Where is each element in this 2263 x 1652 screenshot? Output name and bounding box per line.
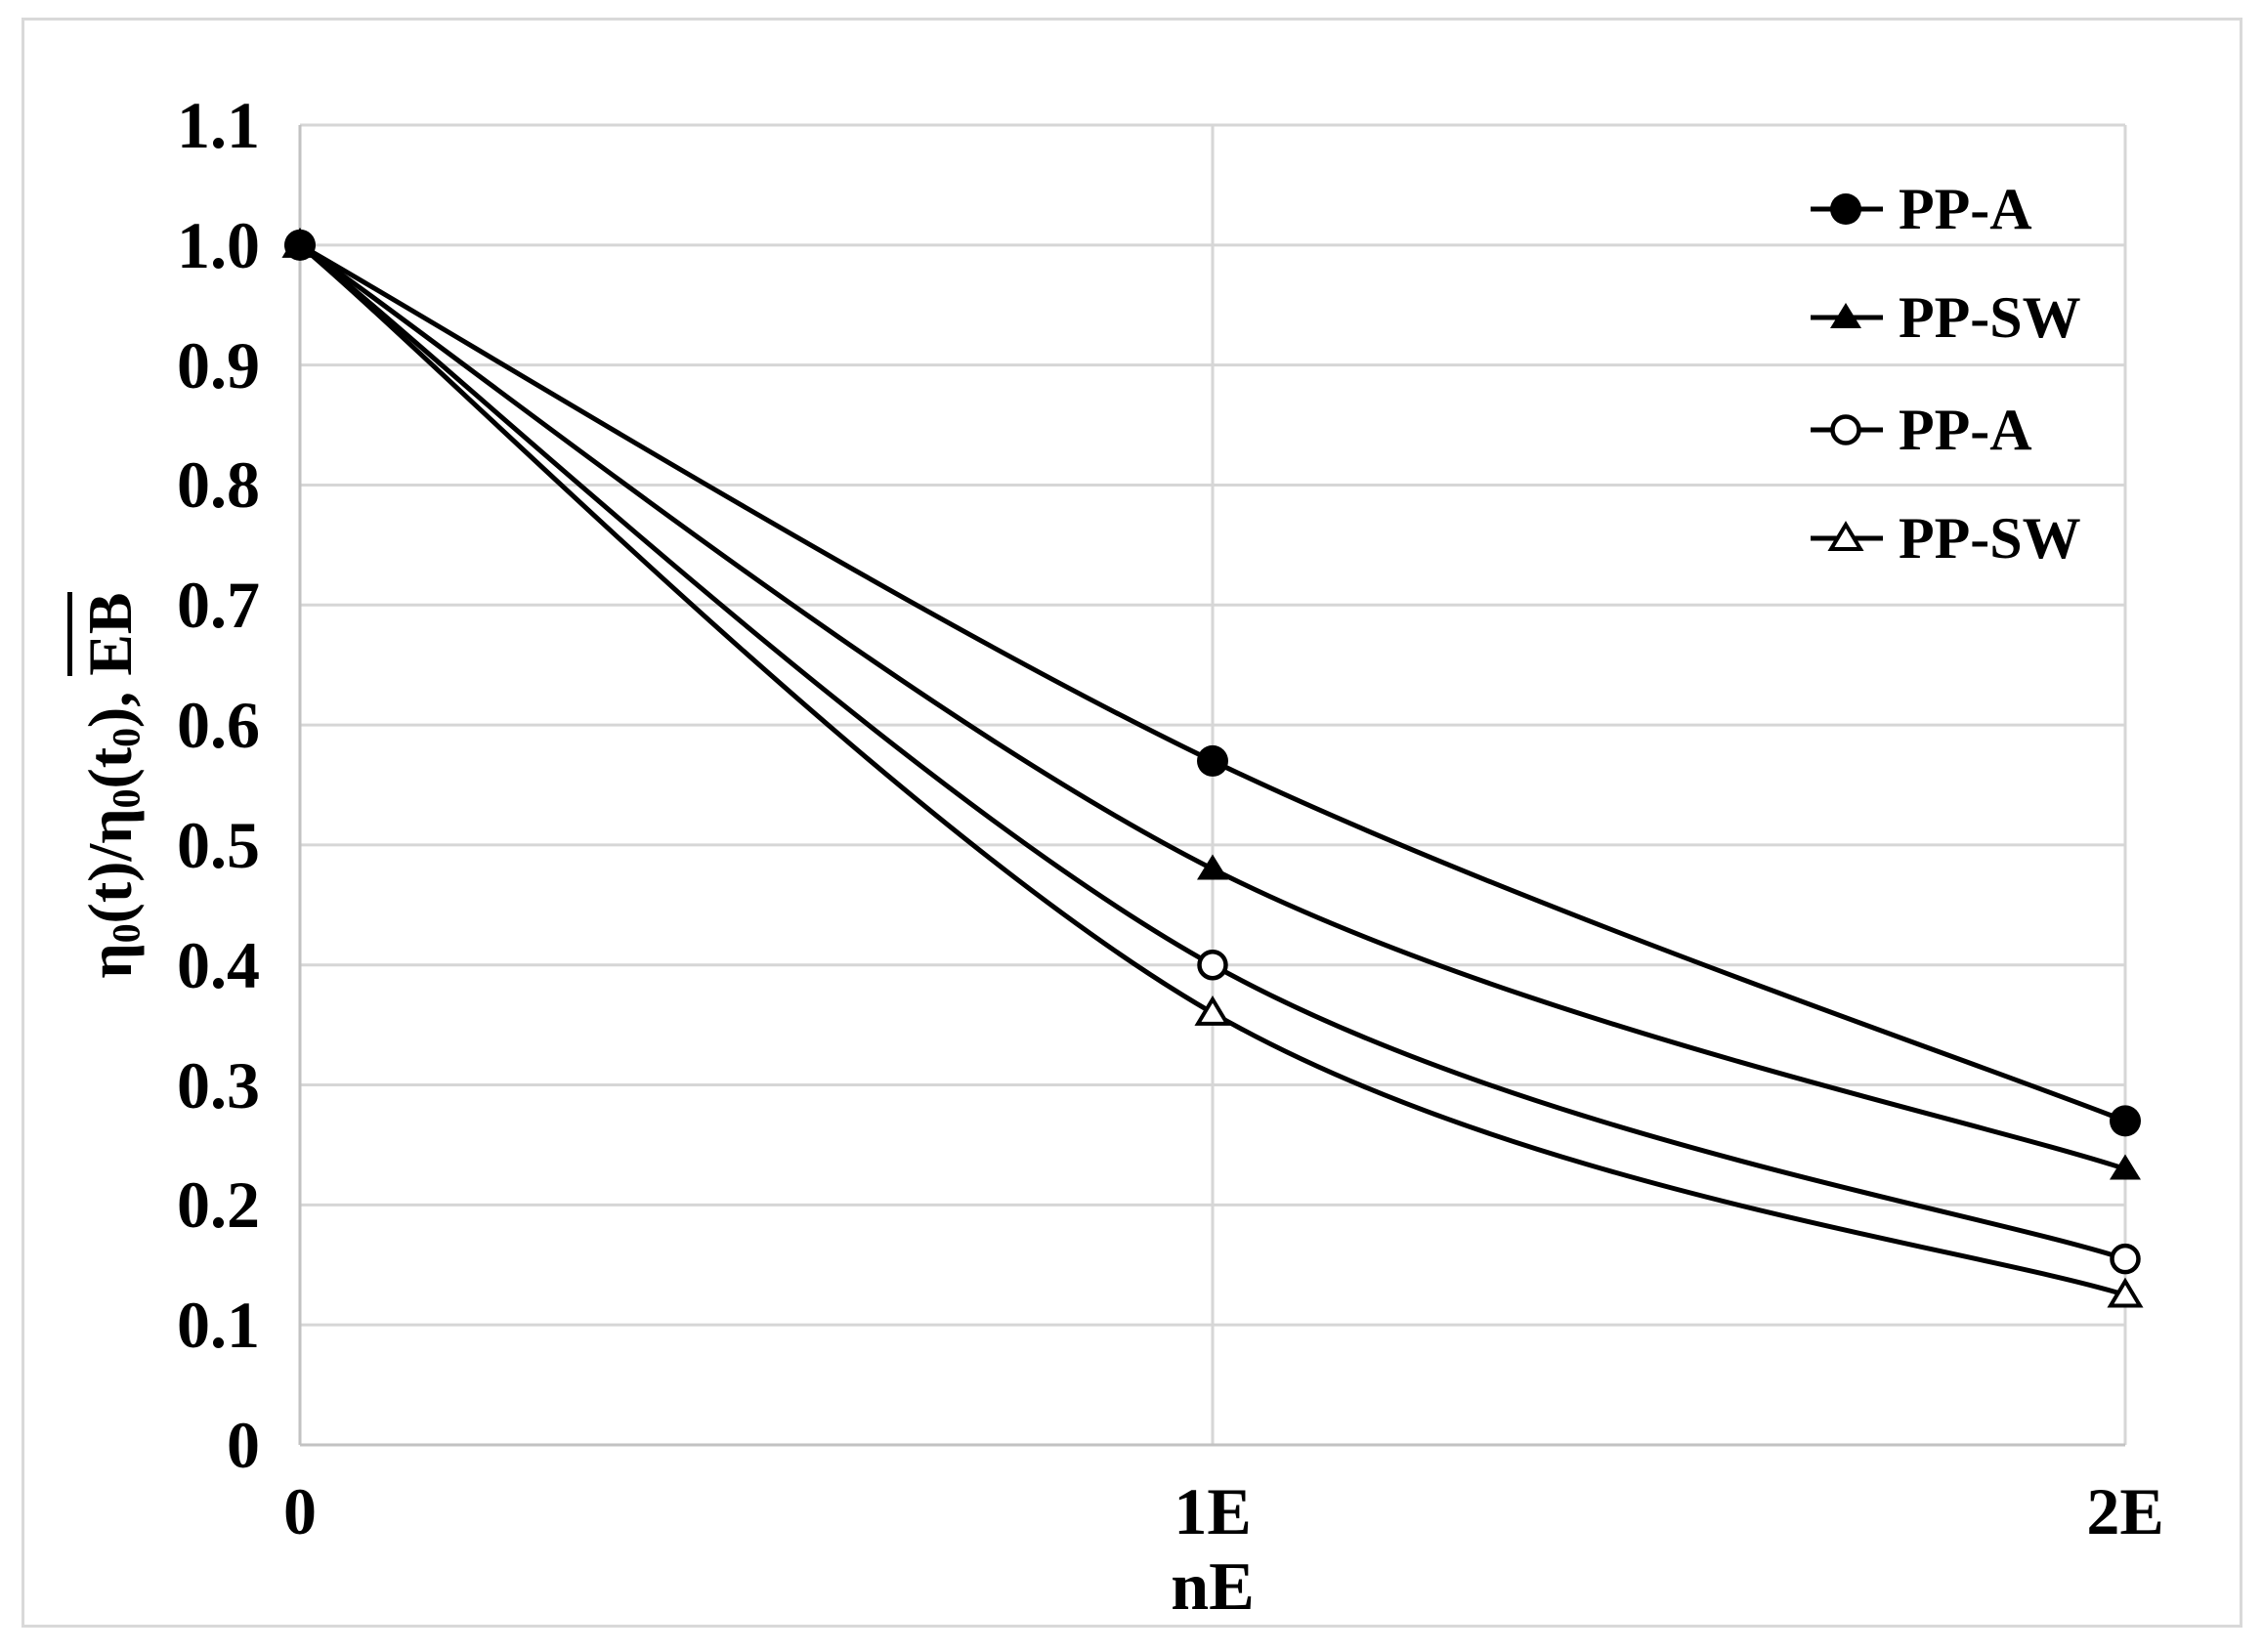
filled-circle-marker-icon bbox=[2110, 1105, 2141, 1137]
open-triangle-marker-icon bbox=[2107, 1277, 2144, 1308]
y-tick-label-1.1: 1.1 bbox=[177, 88, 260, 162]
y-title-segment: 0 bbox=[105, 727, 149, 747]
open-circle-marker-icon bbox=[2110, 1243, 2141, 1275]
y-axis-title: η0(t)/η0(t0), EB bbox=[67, 199, 153, 1372]
y-title-segment: ), bbox=[75, 675, 145, 728]
open-circle-marker-icon bbox=[1830, 414, 1861, 445]
y-tick-label-0.3: 0.3 bbox=[177, 1047, 260, 1123]
filled-triangle-marker-icon bbox=[1197, 854, 1228, 880]
filled-triangle-marker-icon bbox=[2110, 1154, 2141, 1180]
filled-circle-marker-icon bbox=[1830, 193, 1861, 225]
gridlines bbox=[298, 123, 2127, 1447]
legend-item-pp-a-filled-circle: PP-A bbox=[1811, 178, 2032, 240]
x-tick-label-1E: 1E bbox=[1174, 1474, 1252, 1548]
legend-label: PP-SW bbox=[1899, 506, 2081, 571]
legend-label: PP-A bbox=[1899, 398, 2032, 462]
series-line-pp-a-open-circle bbox=[298, 242, 2126, 1262]
open-triangle-marker-icon bbox=[1827, 521, 1864, 551]
legend-item-pp-a-open-circle: PP-A bbox=[1811, 399, 2032, 461]
y-tick-label-0.9: 0.9 bbox=[177, 327, 260, 402]
y-tick-label-0.7: 0.7 bbox=[177, 568, 260, 643]
x-tick-label-0: 0 bbox=[283, 1474, 317, 1548]
y-title-segment: (t)/η bbox=[75, 807, 145, 923]
open-triangle-marker-icon bbox=[1194, 995, 1231, 1026]
legend-item-pp-sw-open-triangle: PP-SW bbox=[1811, 507, 2081, 570]
filled-circle-marker-icon bbox=[1197, 744, 1228, 777]
y-title-segment: η bbox=[75, 942, 145, 979]
series-line-pp-sw-open-triangle bbox=[298, 242, 2126, 1297]
open-circle-marker-icon bbox=[1197, 949, 1228, 981]
chart-figure: 1.1 1.0 0.9 0.8 0.7 0.6 0.5 0.4 0.3 0.2 0.1 0 0 1E 2E… bbox=[21, 18, 2242, 1628]
x-axis-title: nE bbox=[1171, 1549, 1255, 1625]
legend-sample-line bbox=[1811, 414, 1883, 445]
y-tick-label-0.6: 0.6 bbox=[177, 688, 260, 763]
plot-area bbox=[281, 123, 2144, 1447]
legend-sample-line bbox=[1811, 193, 1883, 225]
series-markers bbox=[281, 227, 2144, 1308]
legend-sample-line bbox=[1811, 303, 1883, 328]
y-tick-label-0.4: 0.4 bbox=[177, 927, 260, 1002]
filled-circle-marker-icon bbox=[284, 229, 316, 261]
legend-item-pp-sw-filled-triangle: PP-SW bbox=[1811, 286, 2081, 349]
x-tick-label-2E: 2E bbox=[2086, 1474, 2164, 1548]
y-title-overline-segment: EB bbox=[67, 591, 145, 676]
y-tick-label-0.2: 0.2 bbox=[177, 1167, 260, 1243]
legend-label: PP-SW bbox=[1899, 285, 2081, 350]
y-tick-label-1.0: 1.0 bbox=[177, 207, 260, 282]
filled-triangle-marker-icon bbox=[1830, 303, 1861, 328]
y-tick-label-0.8: 0.8 bbox=[177, 447, 260, 523]
legend-label: PP-A bbox=[1899, 177, 2032, 241]
y-tick-label-0: 0 bbox=[227, 1408, 260, 1482]
y-title-segment: 0 bbox=[105, 922, 149, 943]
y-tick-label-0.5: 0.5 bbox=[177, 807, 260, 882]
y-tick-label-0.1: 0.1 bbox=[177, 1288, 260, 1363]
legend-sample-line bbox=[1811, 521, 1883, 551]
y-title-segment: (t bbox=[75, 746, 145, 789]
y-title-segment: 0 bbox=[105, 788, 149, 808]
